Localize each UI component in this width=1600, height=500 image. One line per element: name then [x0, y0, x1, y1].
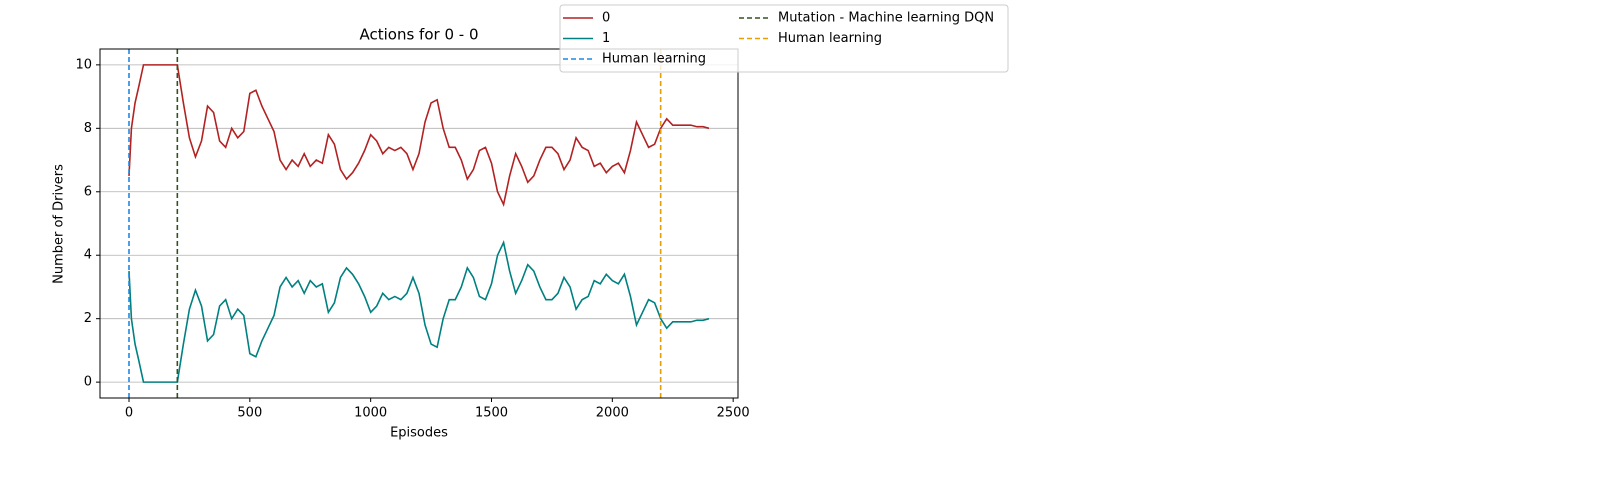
y-tick-label: 2	[84, 311, 92, 326]
y-axis-label: Number of Drivers	[52, 164, 67, 284]
plot-frame	[99, 48, 739, 399]
x-axis-label: Episodes	[390, 426, 448, 441]
series-line	[128, 240, 710, 383]
legend: 0 1 Human learning Mutation - Machine learn…	[559, 4, 1009, 73]
y-tick-label: 0	[84, 375, 92, 390]
x-tick-label: 1500	[475, 406, 508, 421]
series-line	[128, 64, 710, 207]
x-tick-label: 2000	[596, 406, 629, 421]
x-tick-label: 2500	[717, 406, 750, 421]
x-tick-label: 500	[237, 406, 262, 421]
legend-label: Mutation - Machine learning DQN	[778, 11, 994, 26]
y-tick-label: 6	[84, 184, 92, 199]
legend-label: 0	[602, 11, 610, 26]
x-tick-label: 0	[125, 406, 133, 421]
y-tick-label: 8	[84, 121, 92, 136]
legend-label: 1	[602, 31, 610, 46]
legend-box	[559, 4, 1009, 73]
chart-title: Actions for 0 - 0	[360, 26, 479, 44]
y-tick-label: 4	[84, 248, 92, 263]
x-tick-label: 1000	[354, 406, 387, 421]
legend-label: Human learning	[778, 31, 882, 46]
y-tick-label: 10	[75, 57, 92, 72]
legend-label: Human learning	[602, 52, 706, 67]
